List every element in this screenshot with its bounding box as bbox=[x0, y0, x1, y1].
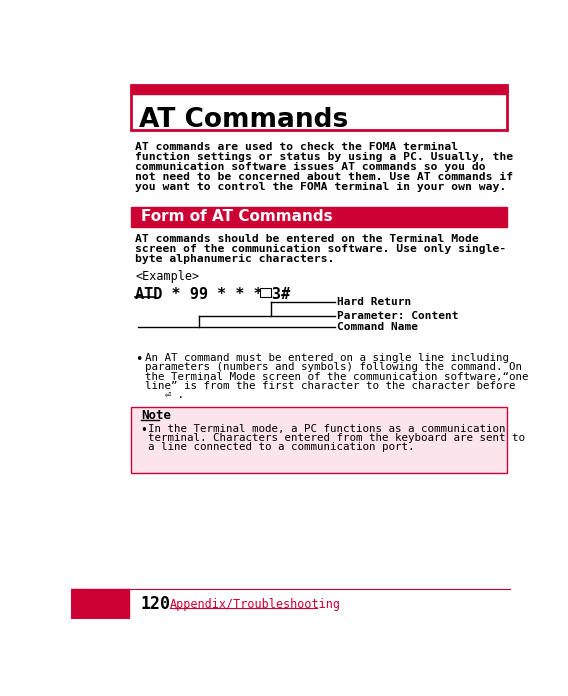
Text: Form of AT Commands: Form of AT Commands bbox=[141, 209, 332, 224]
Text: •: • bbox=[135, 353, 143, 366]
Text: ATD * 99 * * * 3#: ATD * 99 * * * 3# bbox=[135, 287, 290, 302]
Bar bbox=[131, 85, 507, 94]
Text: Parameter: Content: Parameter: Content bbox=[337, 311, 458, 321]
Text: terminal. Characters entered from the keyboard are sent to: terminal. Characters entered from the ke… bbox=[148, 433, 525, 443]
Text: line” is from the first character to the character before: line” is from the first character to the… bbox=[145, 381, 515, 390]
FancyBboxPatch shape bbox=[131, 407, 507, 473]
FancyBboxPatch shape bbox=[131, 85, 507, 129]
Text: Hard Return: Hard Return bbox=[337, 297, 411, 307]
Text: AT commands are used to check the FOMA terminal: AT commands are used to check the FOMA t… bbox=[135, 142, 458, 152]
Text: screen of the communication software. Use only single-: screen of the communication software. Us… bbox=[135, 244, 507, 255]
Text: AT Commands: AT Commands bbox=[139, 106, 348, 133]
Text: •: • bbox=[141, 424, 148, 437]
Text: you want to control the FOMA terminal in your own way.: you want to control the FOMA terminal in… bbox=[135, 182, 507, 192]
Text: 120: 120 bbox=[141, 595, 171, 613]
Text: parameters (numbers and symbols) following the command. On: parameters (numbers and symbols) followi… bbox=[145, 362, 521, 372]
Bar bbox=[71, 589, 129, 619]
Text: AT commands should be entered on the Terminal Mode: AT commands should be entered on the Ter… bbox=[135, 235, 479, 244]
Text: <Example>: <Example> bbox=[135, 270, 199, 283]
Text: Note: Note bbox=[141, 409, 171, 422]
Text: not need to be concerned about them. Use AT commands if: not need to be concerned about them. Use… bbox=[135, 172, 513, 182]
Bar bbox=[131, 207, 507, 227]
Text: a line connected to a communication port.: a line connected to a communication port… bbox=[148, 443, 415, 452]
Text: byte alphanumeric characters.: byte alphanumeric characters. bbox=[135, 255, 335, 264]
Text: the Terminal Mode screen of the communication software,“one: the Terminal Mode screen of the communic… bbox=[145, 372, 528, 381]
Text: ⏎ .: ⏎ . bbox=[145, 390, 183, 400]
Text: communication software issues AT commands so you do: communication software issues AT command… bbox=[135, 162, 486, 172]
Text: In the Terminal mode, a PC functions as a communication: In the Terminal mode, a PC functions as … bbox=[148, 424, 506, 434]
Text: Appendix/Troubleshooting: Appendix/Troubleshooting bbox=[170, 598, 341, 610]
Text: function settings or status by using a PC. Usually, the: function settings or status by using a P… bbox=[135, 152, 513, 162]
FancyBboxPatch shape bbox=[260, 287, 271, 296]
Text: ⏎: ⏎ bbox=[262, 287, 271, 298]
Text: An AT command must be entered on a single line including: An AT command must be entered on a singl… bbox=[145, 353, 508, 363]
Text: Command Name: Command Name bbox=[337, 322, 418, 332]
